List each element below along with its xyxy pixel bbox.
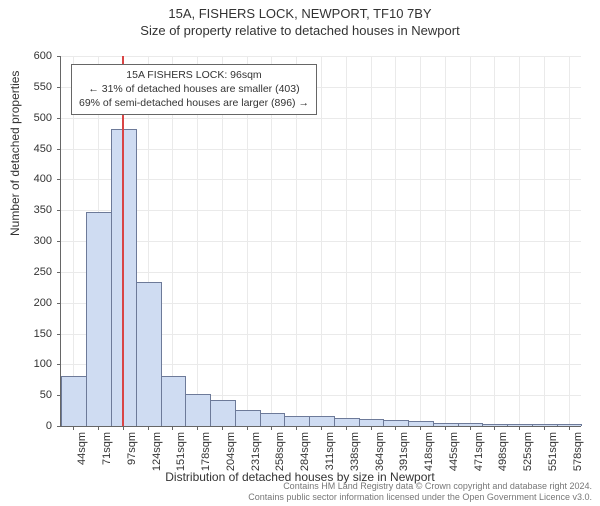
histogram-bar: [86, 212, 112, 426]
xtick-label: 151sqm: [175, 432, 187, 471]
ytick-mark: [57, 118, 61, 119]
xtick-label: 391sqm: [398, 432, 410, 471]
gridline-v: [395, 56, 396, 426]
gridline-v: [346, 56, 347, 426]
histogram-bar: [235, 410, 261, 426]
gridline-v: [420, 56, 421, 426]
ytick-label: 400: [2, 173, 52, 185]
ytick-label: 600: [2, 50, 52, 62]
footer-line-1: Contains HM Land Registry data © Crown c…: [248, 481, 592, 491]
ytick-mark: [57, 210, 61, 211]
histogram-bar: [334, 418, 360, 426]
ytick-mark: [57, 395, 61, 396]
gridline-v: [321, 56, 322, 426]
ytick-label: 450: [2, 143, 52, 155]
histogram-bar: [309, 416, 335, 426]
xtick-label: 204sqm: [225, 432, 237, 471]
xtick-label: 338sqm: [349, 432, 361, 471]
ytick-mark: [57, 272, 61, 273]
histogram-bar: [185, 394, 211, 426]
ytick-label: 250: [2, 266, 52, 278]
xtick-label: 44sqm: [76, 432, 88, 465]
histogram-bar: [433, 423, 459, 426]
ytick-mark: [57, 56, 61, 57]
histogram-bar: [458, 423, 484, 426]
xtick-label: 418sqm: [423, 432, 435, 471]
chart-title-main: 15A, FISHERS LOCK, NEWPORT, TF10 7BY: [0, 6, 600, 21]
ytick-mark: [57, 179, 61, 180]
chart-title-sub: Size of property relative to detached ho…: [0, 23, 600, 38]
xtick-label: 231sqm: [250, 432, 262, 471]
histogram-bar: [61, 376, 87, 426]
ytick-label: 150: [2, 328, 52, 340]
ytick-label: 350: [2, 204, 52, 216]
xtick-label: 97sqm: [126, 432, 138, 465]
xtick-label: 124sqm: [151, 432, 163, 471]
xtick-label: 471sqm: [473, 432, 485, 471]
ytick-label: 200: [2, 297, 52, 309]
ytick-mark: [57, 241, 61, 242]
footer-attribution: Contains HM Land Registry data © Crown c…: [248, 481, 592, 502]
gridline-v: [544, 56, 545, 426]
y-tick-labels: 050100150200250300350400450500550600: [0, 56, 56, 426]
annotation-box: 15A FISHERS LOCK: 96sqm ← 31% of detache…: [71, 64, 317, 115]
ytick-label: 550: [2, 81, 52, 93]
histogram-bar: [111, 129, 137, 426]
histogram-bar: [210, 400, 236, 426]
gridline-v: [470, 56, 471, 426]
xtick-label: 71sqm: [101, 432, 113, 465]
annotation-line-1: 15A FISHERS LOCK: 96sqm: [79, 68, 309, 82]
gridline-v: [519, 56, 520, 426]
xtick-label: 284sqm: [299, 432, 311, 471]
xtick-label: 311sqm: [324, 432, 336, 470]
ytick-label: 50: [2, 389, 52, 401]
ytick-mark: [57, 149, 61, 150]
histogram-bar: [284, 416, 310, 426]
histogram-bar: [260, 413, 286, 426]
xtick-label: 498sqm: [497, 432, 509, 471]
ytick-mark: [57, 334, 61, 335]
histogram-chart: 15A FISHERS LOCK: 96sqm ← 31% of detache…: [60, 56, 581, 427]
ytick-mark: [57, 303, 61, 304]
xtick-label: 364sqm: [374, 432, 386, 471]
xtick-label: 551sqm: [547, 432, 559, 471]
xtick-label: 178sqm: [200, 432, 212, 471]
histogram-bar: [507, 424, 533, 426]
histogram-bar: [161, 376, 187, 426]
ytick-label: 500: [2, 112, 52, 124]
histogram-bar: [532, 424, 558, 426]
histogram-bar: [408, 421, 434, 426]
gridline-v: [494, 56, 495, 426]
histogram-bar: [383, 420, 409, 426]
gridline-v: [371, 56, 372, 426]
ytick-label: 100: [2, 358, 52, 370]
ytick-label: 300: [2, 235, 52, 247]
x-tick-labels: 44sqm 71sqm 97sqm 124sqm 151sqm 178sqm 204sqm 2…: [60, 430, 580, 470]
histogram-bar: [482, 424, 508, 426]
gridline-v: [569, 56, 570, 426]
ytick-mark: [57, 426, 61, 427]
ytick-mark: [57, 364, 61, 365]
footer-line-2: Contains public sector information licen…: [248, 492, 592, 502]
gridline-v: [445, 56, 446, 426]
xtick-label: 525sqm: [522, 432, 534, 471]
xtick-label: 258sqm: [274, 432, 286, 471]
annotation-line-3: 69% of semi-detached houses are larger (…: [79, 96, 309, 110]
xtick-label: 445sqm: [448, 432, 460, 471]
annotation-line-2: ← 31% of detached houses are smaller (40…: [79, 82, 309, 96]
histogram-bar: [557, 424, 583, 426]
xtick-label: 578sqm: [572, 432, 584, 471]
ytick-label: 0: [2, 420, 52, 432]
ytick-mark: [57, 87, 61, 88]
histogram-bar: [359, 419, 385, 426]
histogram-bar: [136, 282, 162, 426]
